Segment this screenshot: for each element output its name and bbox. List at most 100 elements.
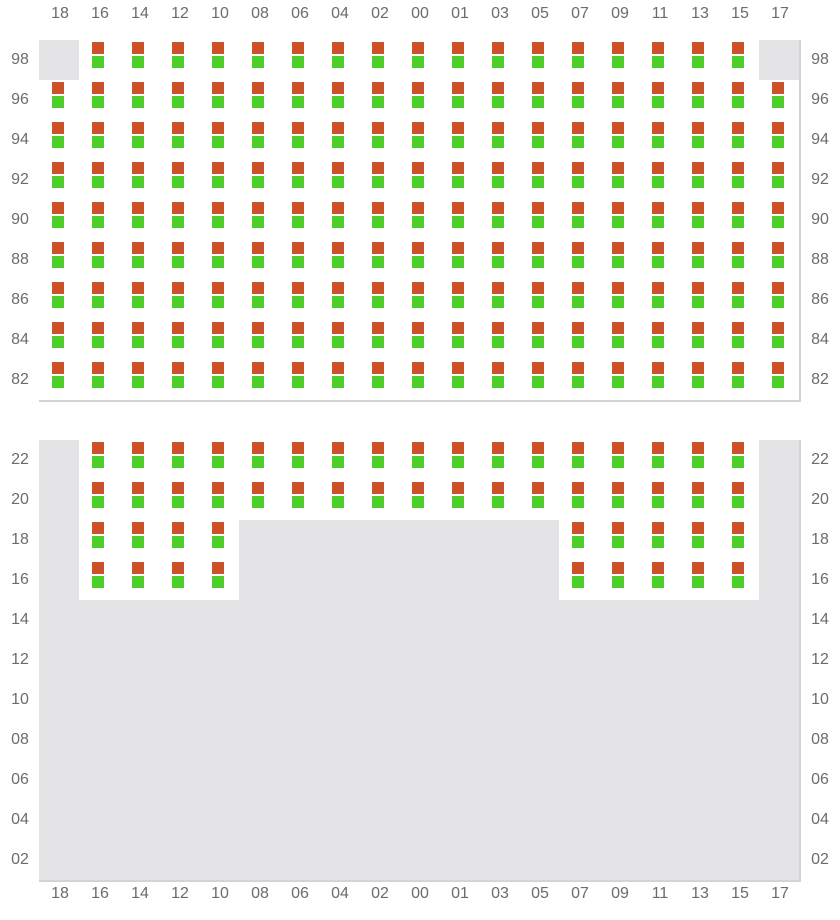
- slot-cell[interactable]: [359, 160, 401, 202]
- slot-cell[interactable]: [599, 80, 641, 122]
- slot-cell[interactable]: [239, 480, 281, 522]
- slot-cell[interactable]: [279, 200, 321, 242]
- slot-cell[interactable]: [479, 120, 521, 162]
- slot-cell[interactable]: [479, 200, 521, 242]
- slot-cell[interactable]: [319, 440, 361, 482]
- slot-cell[interactable]: [199, 280, 241, 322]
- slot-cell[interactable]: [119, 440, 161, 482]
- slot-cell[interactable]: [399, 360, 441, 402]
- slot-cell[interactable]: [479, 360, 521, 402]
- slot-cell[interactable]: [679, 480, 721, 522]
- slot-cell[interactable]: [639, 80, 681, 122]
- slot-cell[interactable]: [559, 40, 601, 82]
- slot-cell[interactable]: [399, 320, 441, 362]
- slot-cell[interactable]: [279, 160, 321, 202]
- slot-cell[interactable]: [719, 80, 761, 122]
- slot-cell[interactable]: [279, 40, 321, 82]
- slot-cell[interactable]: [159, 360, 201, 402]
- slot-cell[interactable]: [359, 80, 401, 122]
- slot-cell[interactable]: [759, 360, 801, 402]
- slot-cell[interactable]: [119, 280, 161, 322]
- slot-cell[interactable]: [159, 440, 201, 482]
- slot-cell[interactable]: [39, 200, 81, 242]
- slot-cell[interactable]: [159, 120, 201, 162]
- slot-cell[interactable]: [719, 120, 761, 162]
- slot-cell[interactable]: [719, 440, 761, 482]
- slot-cell[interactable]: [559, 320, 601, 362]
- slot-cell[interactable]: [639, 280, 681, 322]
- slot-cell[interactable]: [119, 40, 161, 82]
- slot-cell[interactable]: [479, 160, 521, 202]
- slot-cell[interactable]: [159, 200, 201, 242]
- slot-cell[interactable]: [519, 120, 561, 162]
- slot-cell[interactable]: [159, 280, 201, 322]
- slot-cell[interactable]: [559, 80, 601, 122]
- slot-cell[interactable]: [399, 480, 441, 522]
- slot-cell[interactable]: [519, 280, 561, 322]
- slot-cell[interactable]: [559, 520, 601, 562]
- slot-cell[interactable]: [479, 440, 521, 482]
- slot-cell[interactable]: [79, 520, 121, 562]
- slot-cell[interactable]: [359, 480, 401, 522]
- slot-cell[interactable]: [599, 520, 641, 562]
- slot-cell[interactable]: [439, 280, 481, 322]
- slot-cell[interactable]: [199, 40, 241, 82]
- slot-cell[interactable]: [119, 560, 161, 602]
- slot-cell[interactable]: [359, 240, 401, 282]
- slot-cell[interactable]: [319, 320, 361, 362]
- slot-cell[interactable]: [359, 280, 401, 322]
- slot-cell[interactable]: [119, 200, 161, 242]
- slot-cell[interactable]: [79, 40, 121, 82]
- slot-cell[interactable]: [639, 360, 681, 402]
- slot-cell[interactable]: [359, 200, 401, 242]
- slot-cell[interactable]: [679, 320, 721, 362]
- slot-cell[interactable]: [319, 80, 361, 122]
- slot-cell[interactable]: [199, 360, 241, 402]
- slot-cell[interactable]: [559, 560, 601, 602]
- slot-cell[interactable]: [639, 240, 681, 282]
- slot-cell[interactable]: [319, 40, 361, 82]
- slot-cell[interactable]: [479, 320, 521, 362]
- slot-cell[interactable]: [599, 40, 641, 82]
- slot-cell[interactable]: [199, 520, 241, 562]
- slot-cell[interactable]: [199, 320, 241, 362]
- slot-cell[interactable]: [319, 160, 361, 202]
- slot-cell[interactable]: [759, 280, 801, 322]
- slot-cell[interactable]: [79, 560, 121, 602]
- slot-cell[interactable]: [79, 360, 121, 402]
- slot-cell[interactable]: [359, 120, 401, 162]
- slot-cell[interactable]: [239, 280, 281, 322]
- slot-cell[interactable]: [639, 320, 681, 362]
- slot-cell[interactable]: [39, 80, 81, 122]
- slot-cell[interactable]: [439, 80, 481, 122]
- slot-cell[interactable]: [79, 480, 121, 522]
- slot-cell[interactable]: [479, 240, 521, 282]
- slot-cell[interactable]: [119, 360, 161, 402]
- slot-cell[interactable]: [279, 320, 321, 362]
- slot-cell[interactable]: [199, 120, 241, 162]
- slot-cell[interactable]: [679, 80, 721, 122]
- slot-cell[interactable]: [399, 240, 441, 282]
- slot-cell[interactable]: [599, 280, 641, 322]
- slot-cell[interactable]: [639, 40, 681, 82]
- slot-cell[interactable]: [119, 240, 161, 282]
- slot-cell[interactable]: [359, 40, 401, 82]
- slot-cell[interactable]: [719, 320, 761, 362]
- slot-cell[interactable]: [319, 120, 361, 162]
- slot-cell[interactable]: [319, 200, 361, 242]
- slot-cell[interactable]: [719, 360, 761, 402]
- slot-cell[interactable]: [599, 440, 641, 482]
- slot-cell[interactable]: [439, 360, 481, 402]
- slot-cell[interactable]: [79, 280, 121, 322]
- slot-cell[interactable]: [199, 480, 241, 522]
- slot-cell[interactable]: [399, 120, 441, 162]
- slot-cell[interactable]: [79, 160, 121, 202]
- slot-cell[interactable]: [639, 520, 681, 562]
- slot-cell[interactable]: [239, 320, 281, 362]
- slot-cell[interactable]: [159, 320, 201, 362]
- slot-cell[interactable]: [679, 240, 721, 282]
- slot-cell[interactable]: [319, 280, 361, 322]
- slot-cell[interactable]: [199, 560, 241, 602]
- slot-cell[interactable]: [39, 120, 81, 162]
- slot-cell[interactable]: [199, 200, 241, 242]
